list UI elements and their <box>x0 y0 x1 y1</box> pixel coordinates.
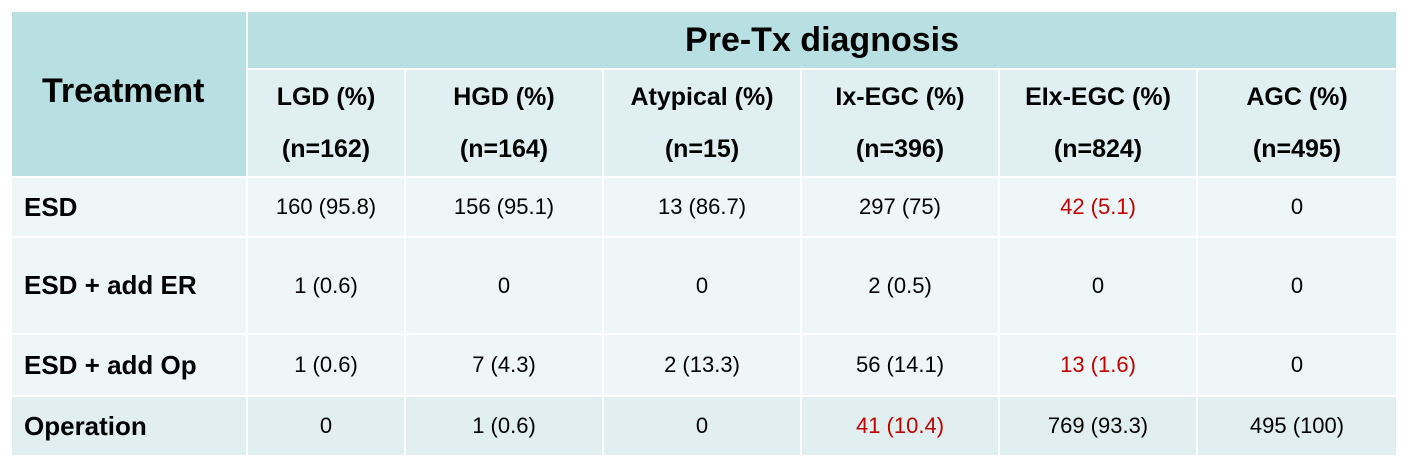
row-label: Operation <box>12 397 248 457</box>
table-cell: 1 (0.6) <box>406 397 604 457</box>
column-header-ix-egc: Ix-EGC (%) (n=396) <box>802 70 1000 178</box>
table-cell: 0 <box>1198 178 1397 238</box>
table-row-esd-add-op: ESD + add Op 1 (0.6) 7 (4.3) 2 (13.3) 56… <box>12 335 1397 397</box>
column-name: EIx-EGC (%) <box>1025 83 1171 111</box>
table-cell: 0 <box>604 238 802 335</box>
table-cell: 2 (13.3) <box>604 335 802 397</box>
column-header-lgd: LGD (%) (n=162) <box>248 70 406 178</box>
column-name: AGC (%) <box>1246 83 1348 111</box>
table-cell: 0 <box>604 397 802 457</box>
column-header-eix-egc: EIx-EGC (%) (n=824) <box>1000 70 1198 178</box>
table-cell: 2 (0.5) <box>802 238 1000 335</box>
table-cell: 42 (5.1) <box>1000 178 1198 238</box>
table-cell: 7 (4.3) <box>406 335 604 397</box>
table-cell: 41 (10.4) <box>802 397 1000 457</box>
row-label: ESD + add ER <box>12 238 248 335</box>
table-row-esd: ESD 160 (95.8) 156 (95.1) 13 (86.7) 297 … <box>12 178 1397 238</box>
table-cell: 56 (14.1) <box>802 335 1000 397</box>
column-header-agc: AGC (%) (n=495) <box>1198 70 1397 178</box>
column-n: (n=396) <box>855 135 945 163</box>
column-header-atypical: Atypical (%) (n=15) <box>604 70 802 178</box>
table-cell: 0 <box>406 238 604 335</box>
table-cell: 495 (100) <box>1198 397 1397 457</box>
table-cell: 0 <box>248 397 406 457</box>
column-n: (n=162) <box>281 135 371 163</box>
column-name: Atypical (%) <box>630 83 774 111</box>
column-name: Ix-EGC (%) <box>835 83 965 111</box>
column-n: (n=164) <box>459 135 549 163</box>
column-name: LGD (%) <box>276 83 376 111</box>
column-name: HGD (%) <box>453 83 555 111</box>
row-label: ESD <box>12 178 248 238</box>
table-row-operation: Operation 0 1 (0.6) 0 41 (10.4) 769 (93.… <box>12 397 1397 457</box>
pre-tx-diagnosis-header: Pre-Tx diagnosis <box>248 12 1397 70</box>
treatment-diagnosis-table: Treatment Pre-Tx diagnosis LGD (%) (n=162… <box>12 12 1397 457</box>
table-cell: 13 (1.6) <box>1000 335 1198 397</box>
table-cell: 297 (75) <box>802 178 1000 238</box>
column-n: (n=824) <box>1053 135 1143 163</box>
table-cell: 160 (95.8) <box>248 178 406 238</box>
column-n: (n=15) <box>664 135 740 163</box>
row-label: ESD + add Op <box>12 335 248 397</box>
column-header-hgd: HGD (%) (n=164) <box>406 70 604 178</box>
table-cell: 769 (93.3) <box>1000 397 1198 457</box>
table-cell: 0 <box>1198 335 1397 397</box>
table-cell: 13 (86.7) <box>604 178 802 238</box>
table-cell: 0 <box>1198 238 1397 335</box>
table-cell: 1 (0.6) <box>248 335 406 397</box>
table-cell: 0 <box>1000 238 1198 335</box>
table-cell: 156 (95.1) <box>406 178 604 238</box>
table-row-esd-add-er: ESD + add ER 1 (0.6) 0 0 2 (0.5) 0 0 <box>12 238 1397 335</box>
table-cell: 1 (0.6) <box>248 238 406 335</box>
treatment-header: Treatment <box>12 12 248 178</box>
column-n: (n=495) <box>1252 135 1342 163</box>
